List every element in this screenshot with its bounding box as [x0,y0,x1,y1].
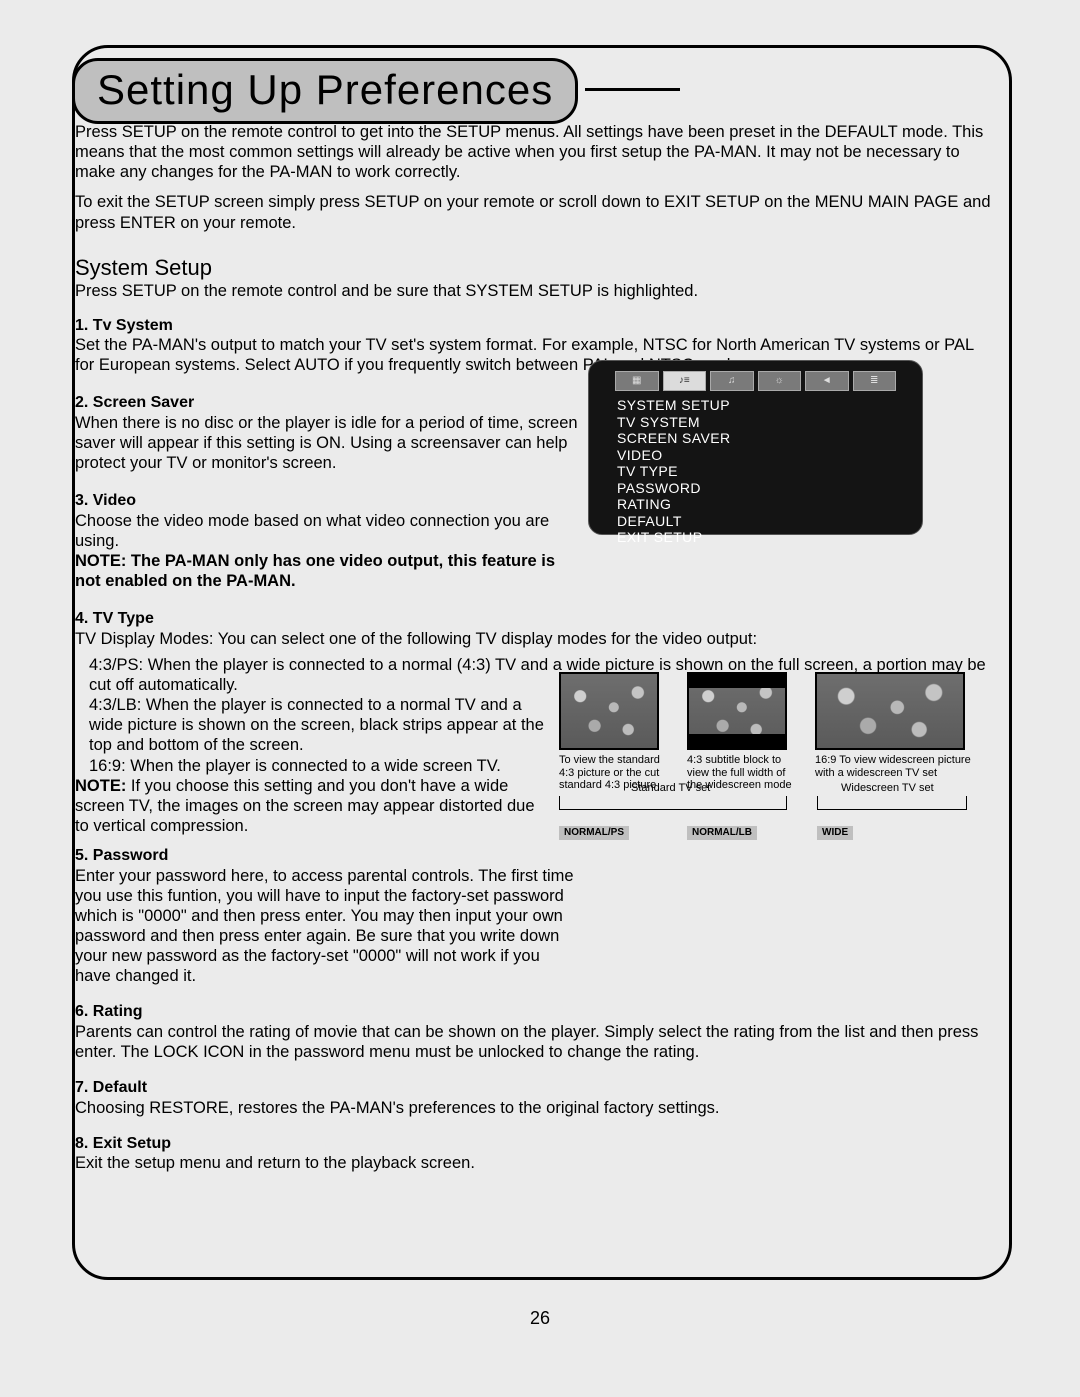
tv-mode-badges: NORMAL/PS NORMAL/LB WIDE [559,826,1009,844]
item-default: 7. Default Choosing RESTORE, restores th… [75,1078,995,1118]
tv-col-lb: 4:3 subtitle block to view the full widt… [687,672,797,794]
item-title: 7. Default [75,1078,995,1098]
osd-line: EXIT SETUP [617,529,730,546]
osd-line: VIDEO [617,447,730,464]
osd-tab-icon: ◄ [805,371,849,391]
osd-line: TV TYPE [617,463,730,480]
tv-bracket-row: Standard TV set Widescreen TV set [559,796,1009,822]
osd-line: DEFAULT [617,513,730,530]
item-body: Exit the setup menu and return to the pl… [75,1153,995,1173]
item-body: Choose the video mode based on what vide… [75,511,580,551]
tv-screen-icon [815,672,965,750]
note-body: If you choose this setting and you don't… [75,777,535,835]
tv-screen-icon [687,672,787,750]
mode-43lb: 4:3/LB: When the player is connected to … [89,695,559,755]
item-body: Parents can control the rating of movie … [75,1022,995,1062]
item-body: Enter your password here, to access pare… [75,866,580,987]
osd-line: SCREEN SAVER [617,430,730,447]
note-label: NOTE: [75,777,126,795]
osd-line: SYSTEM SETUP [617,397,730,414]
item-rating: 6. Rating Parents can control the rating… [75,1002,995,1062]
section-heading: System Setup [75,255,1005,282]
osd-tab-icon: ♪≡ [663,371,707,391]
item-title: 6. Rating [75,1002,995,1022]
tv-col-wide: 16:9 To view widescreen picture with a w… [815,672,975,794]
tv-type-note: NOTE: If you choose this setting and you… [75,776,545,836]
badge-normal-lb: NORMAL/LB [687,826,757,840]
section-body: Press SETUP on the remote control and be… [75,281,995,301]
item-body: Choosing RESTORE, restores the PA-MAN's … [75,1098,995,1118]
item-screen-saver: 2. Screen Saver When there is no disc or… [75,393,580,473]
osd-line: TV SYSTEM [617,414,730,431]
badge-normal-ps: NORMAL/PS [559,826,629,840]
osd-tab-icon: ▦ [615,371,659,391]
item-title: 5. Password [75,846,580,866]
page-number: 26 [0,1308,1080,1329]
tv-col-ps: To view the standard 4:3 picture or the … [559,672,669,794]
content-area: Press SETUP on the remote control to get… [75,122,1005,1181]
item-title: 1. Tv System [75,316,995,336]
osd-tabs: ▦ ♪≡ ♫ ☼ ◄ ≣ [615,371,896,391]
item-body: When there is no disc or the player is i… [75,413,580,473]
tv-diagram-row: To view the standard 4:3 picture or the … [559,672,1009,794]
item-password: 5. Password Enter your password here, to… [75,846,580,986]
badge-wide: WIDE [817,826,853,840]
osd-menu-figure: ▦ ♪≡ ♫ ☼ ◄ ≣ SYSTEM SETUP TV SYSTEM SCRE… [588,360,923,535]
osd-list: SYSTEM SETUP TV SYSTEM SCREEN SAVER VIDE… [617,397,730,546]
item-title: 3. Video [75,491,580,511]
item-note: NOTE: The PA-MAN only has one video outp… [75,551,580,591]
bracket-icon [817,796,967,810]
intro-p1: Press SETUP on the remote control to get… [75,122,995,182]
page-title: Setting Up Preferences [72,58,578,124]
osd-line: RATING [617,496,730,513]
tv-screen-icon [559,672,659,750]
bracket-label: Standard TV set [631,782,710,795]
osd-tab-icon: ≣ [853,371,897,391]
item-title: 4. TV Type [75,609,995,629]
item-video: 3. Video Choose the video mode based on … [75,491,580,591]
bracket-icon [559,796,787,810]
mode-169: 16:9: When the player is connected to a … [89,756,559,776]
osd-tab-icon: ☼ [758,371,802,391]
frame-stub [585,88,680,91]
item-exit: 8. Exit Setup Exit the setup menu and re… [75,1134,995,1174]
osd-line: PASSWORD [617,480,730,497]
item-title: 2. Screen Saver [75,393,580,413]
intro-p2: To exit the SETUP screen simply press SE… [75,192,995,232]
item-lead: TV Display Modes: You can select one of … [75,629,995,649]
bracket-label: Widescreen TV set [841,782,934,795]
osd-tab-icon: ♫ [710,371,754,391]
item-title: 8. Exit Setup [75,1134,995,1154]
intro-block: Press SETUP on the remote control to get… [75,122,995,233]
